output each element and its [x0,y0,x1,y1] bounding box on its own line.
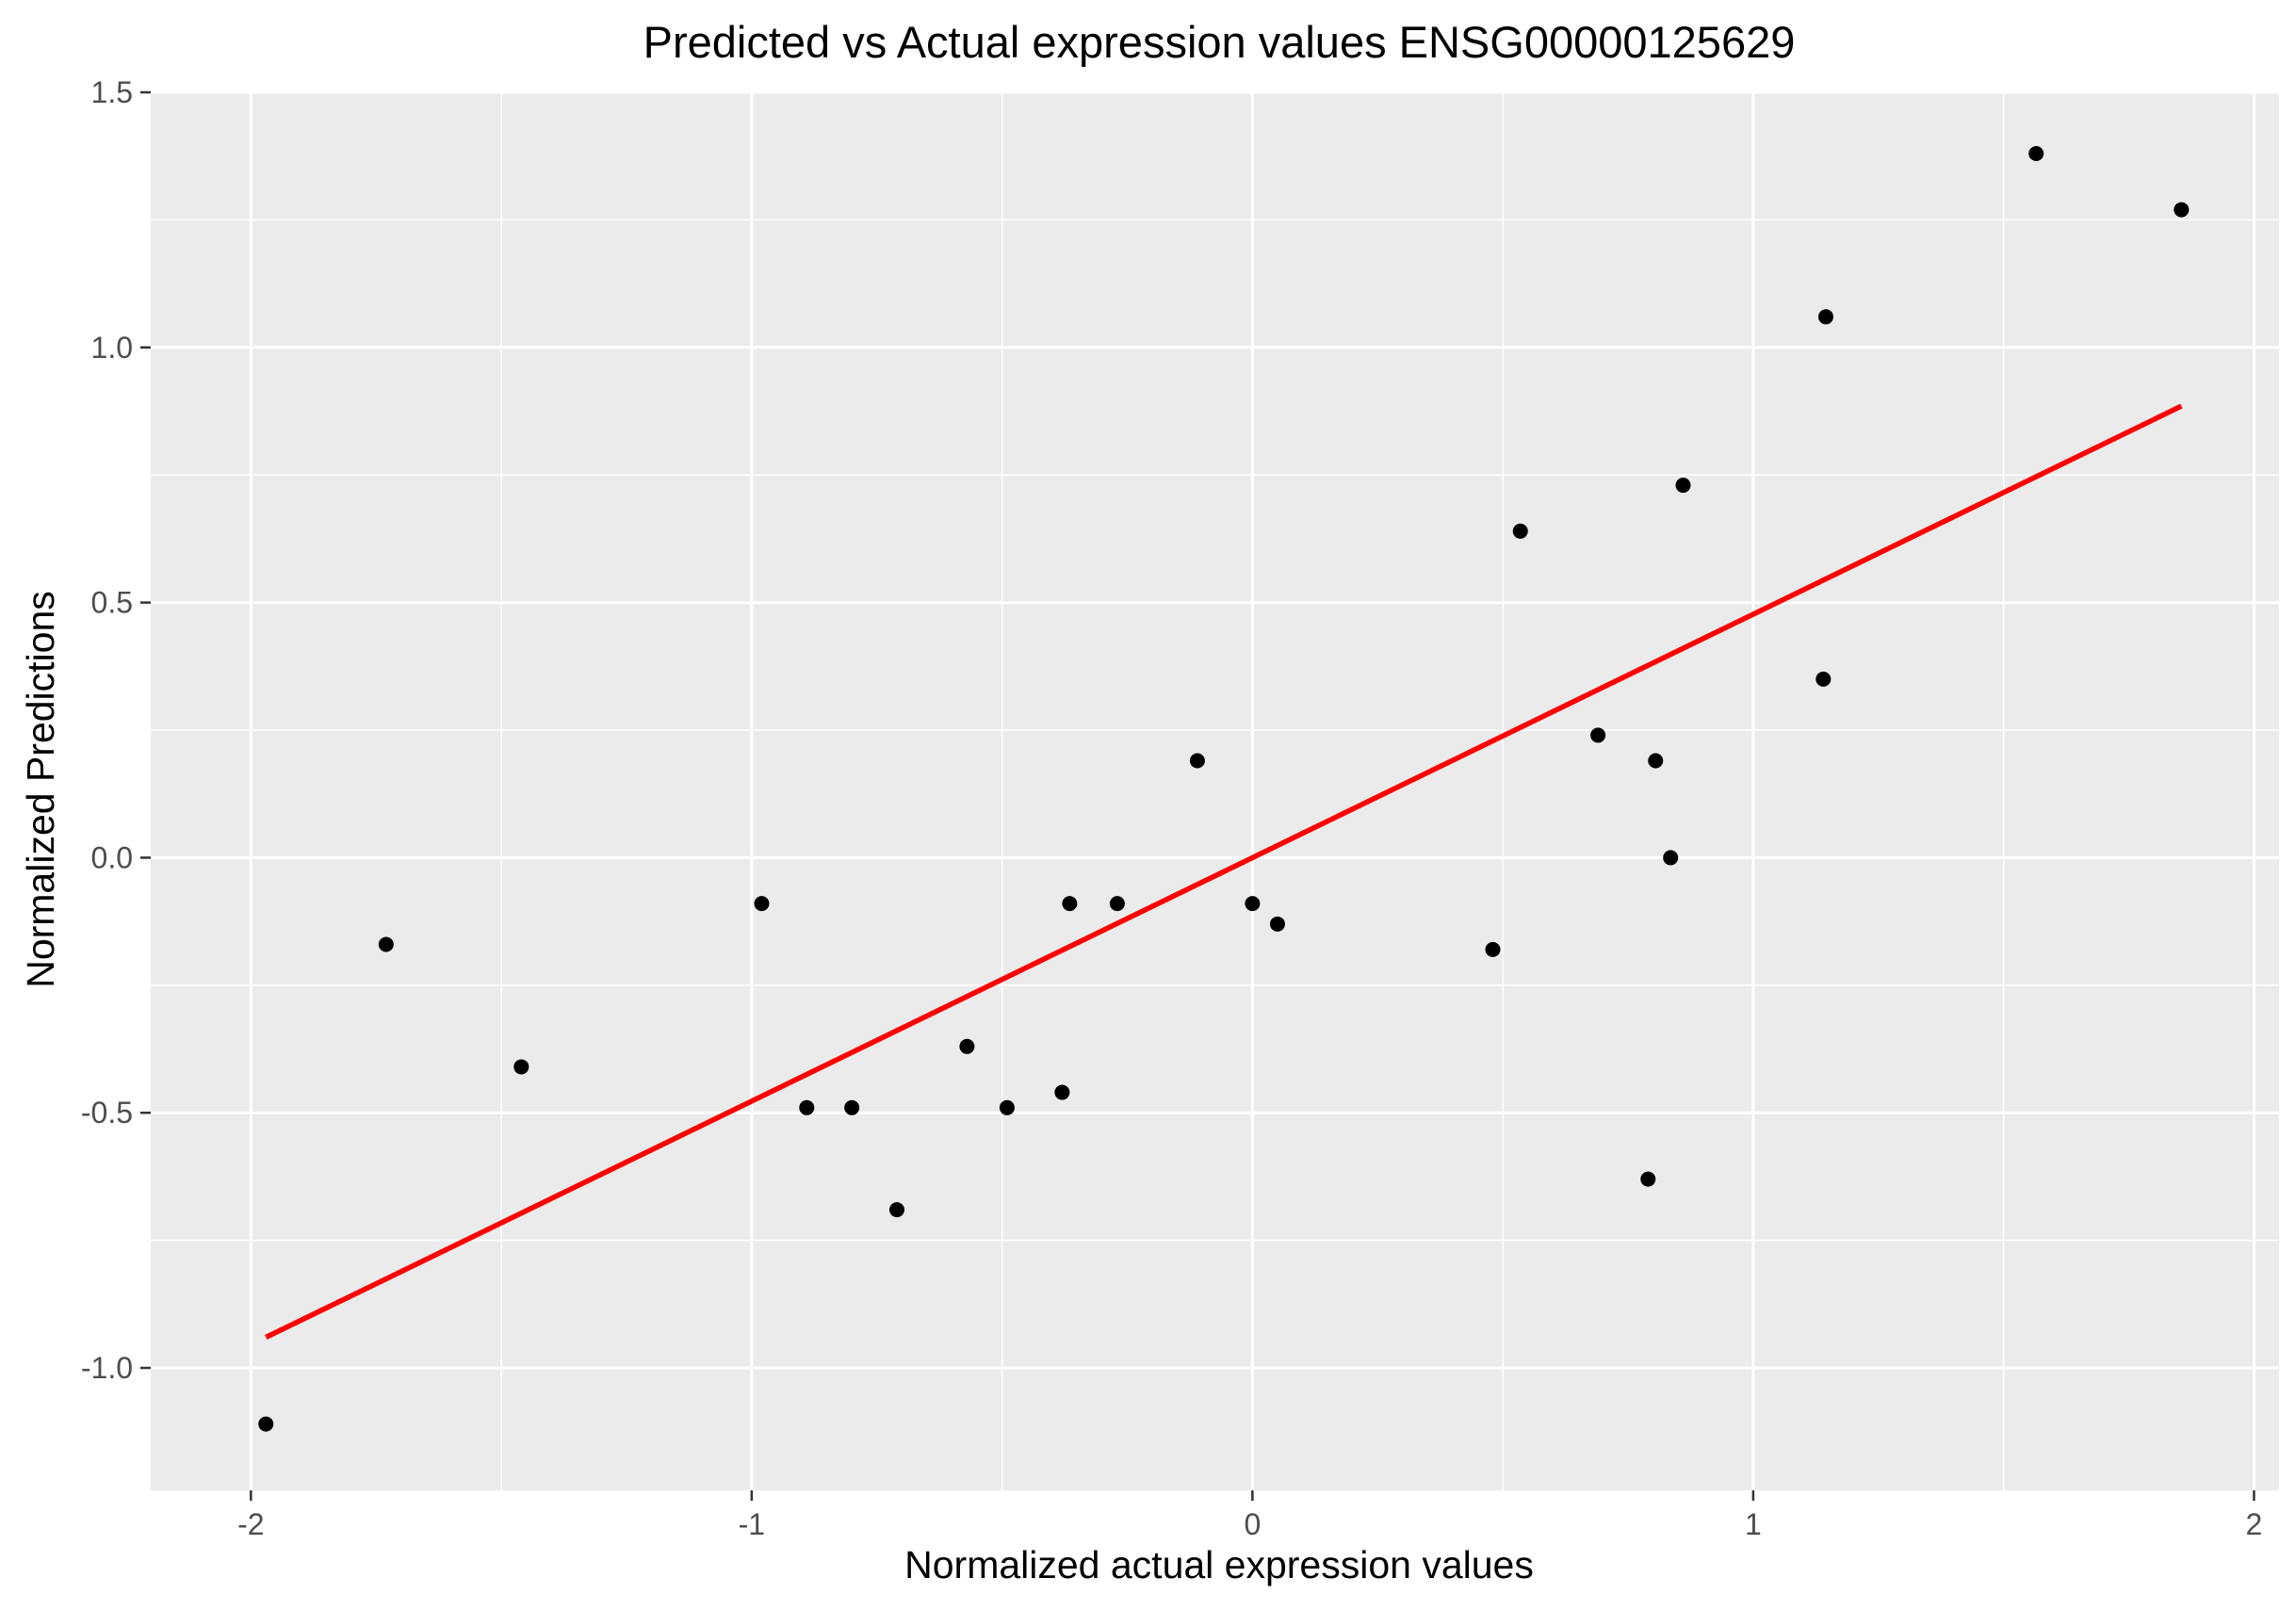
data-point [1269,916,1285,932]
data-point [1816,671,1832,687]
chart-title: Predicted vs Actual expression values EN… [643,17,1796,67]
data-point [959,1038,975,1054]
x-tick-label: -2 [237,1507,264,1541]
y-axis-title: Normalized Predictions [19,591,62,988]
data-point [1485,941,1501,957]
data-point [999,1099,1015,1115]
data-point [1663,850,1679,866]
x-axis-title: Normalized actual expression values [904,1543,1534,1586]
data-point [1648,753,1664,769]
data-point [513,1059,529,1075]
y-tick-label: 0.0 [91,840,133,874]
y-tick-label: 0.5 [91,586,133,620]
data-point [888,1202,904,1218]
x-tick-label: 1 [1745,1507,1762,1541]
data-point [1189,753,1205,769]
plot-area: -2 -1 0 1 2 -1.0 -0.5 0.0 0.5 1.0 1.5 [81,75,2279,1541]
data-point [1054,1084,1070,1100]
data-point [258,1416,274,1432]
data-point [2028,145,2044,161]
fit-line [265,403,2183,1340]
data-point [1512,523,1528,539]
data-point [1675,478,1691,494]
y-tick-label: 1.5 [91,75,133,109]
data-point [1817,309,1833,325]
data-point [1590,727,1606,743]
x-tick-label: -1 [739,1507,765,1541]
data-point [1640,1171,1656,1187]
data-point [2174,202,2190,218]
data-point [1062,896,1078,912]
data-point [799,1099,815,1115]
plot-panel [151,92,2279,1490]
y-tick-label: -0.5 [81,1096,133,1130]
data-point [1245,896,1261,912]
y-tick-label: 1.0 [91,331,133,365]
data-point [378,936,394,952]
data-point [754,896,770,912]
data-point [844,1099,860,1115]
x-tick-label: 2 [2246,1507,2263,1541]
data-point [1109,896,1125,912]
y-tick-label: -1.0 [81,1351,133,1385]
x-tick-label: 0 [1244,1507,1261,1541]
